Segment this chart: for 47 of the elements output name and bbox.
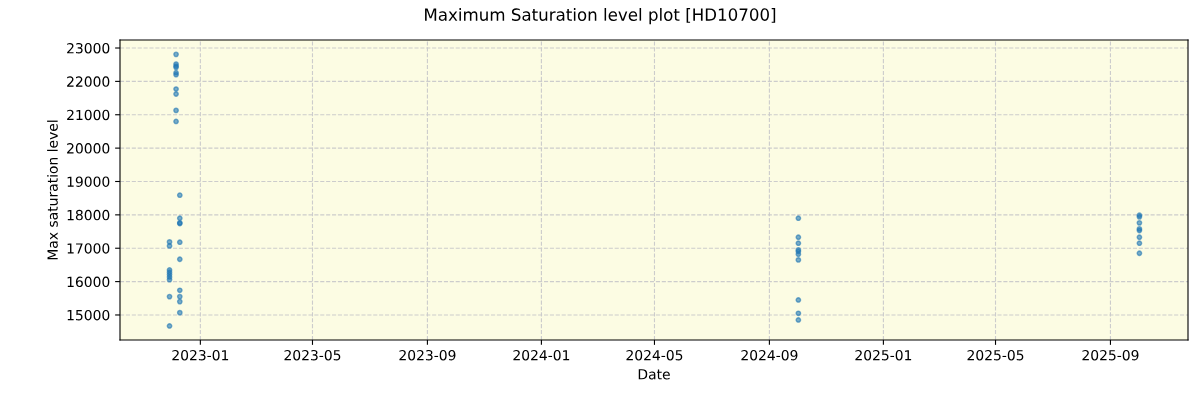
point: [795, 257, 802, 263]
x-tick-label: 2024-09: [741, 349, 798, 361]
point: [173, 51, 179, 58]
point: [1136, 240, 1143, 247]
point: [176, 293, 183, 300]
point: [795, 317, 802, 323]
x-axis-title: Date: [638, 369, 670, 380]
x-tick-label: 2023-05: [284, 349, 341, 361]
point: [176, 215, 183, 222]
x-tick-label: 2025-05: [967, 349, 1024, 361]
x-tick-label: 2024-05: [626, 349, 683, 361]
y-tick-label: 22000: [67, 76, 110, 87]
point: [176, 298, 183, 305]
point: [176, 256, 183, 263]
x-tick-label: 2025-01: [855, 349, 912, 361]
x-tick-label: 2023-09: [399, 349, 456, 361]
y-tick-label: 15000: [67, 309, 110, 321]
x-tick-label: 2024-01: [513, 349, 570, 361]
point: [795, 297, 802, 303]
point: [176, 192, 183, 199]
point: [173, 118, 179, 125]
y-axis-title: Max saturation level: [47, 120, 58, 260]
point: [1136, 234, 1143, 241]
point: [795, 234, 802, 241]
point: [176, 239, 183, 246]
y-tick-label: 23000: [67, 42, 110, 54]
y-tick-label: 19000: [67, 176, 110, 187]
point: [795, 215, 802, 222]
point: [795, 310, 802, 317]
point: [1136, 219, 1143, 226]
y-tick-label: 20000: [67, 143, 110, 154]
point: [1136, 250, 1143, 257]
x-tick-label: 2025-09: [1082, 349, 1139, 361]
y-tick-label: 21000: [67, 109, 110, 121]
point: [176, 287, 183, 294]
chart-title: Maximum Saturation level plot [HD10700]: [425, 8, 776, 25]
point: [166, 243, 173, 249]
y-tick-label: 18000: [67, 209, 110, 221]
point: [173, 107, 179, 114]
point: [176, 309, 183, 316]
point: [795, 240, 802, 247]
y-tick-label: 17000: [67, 243, 110, 254]
y-tick-label: 16000: [67, 276, 110, 288]
point: [166, 323, 173, 329]
point: [166, 293, 173, 300]
point: [173, 91, 179, 97]
x-tick-label: 2023-01: [172, 349, 229, 361]
